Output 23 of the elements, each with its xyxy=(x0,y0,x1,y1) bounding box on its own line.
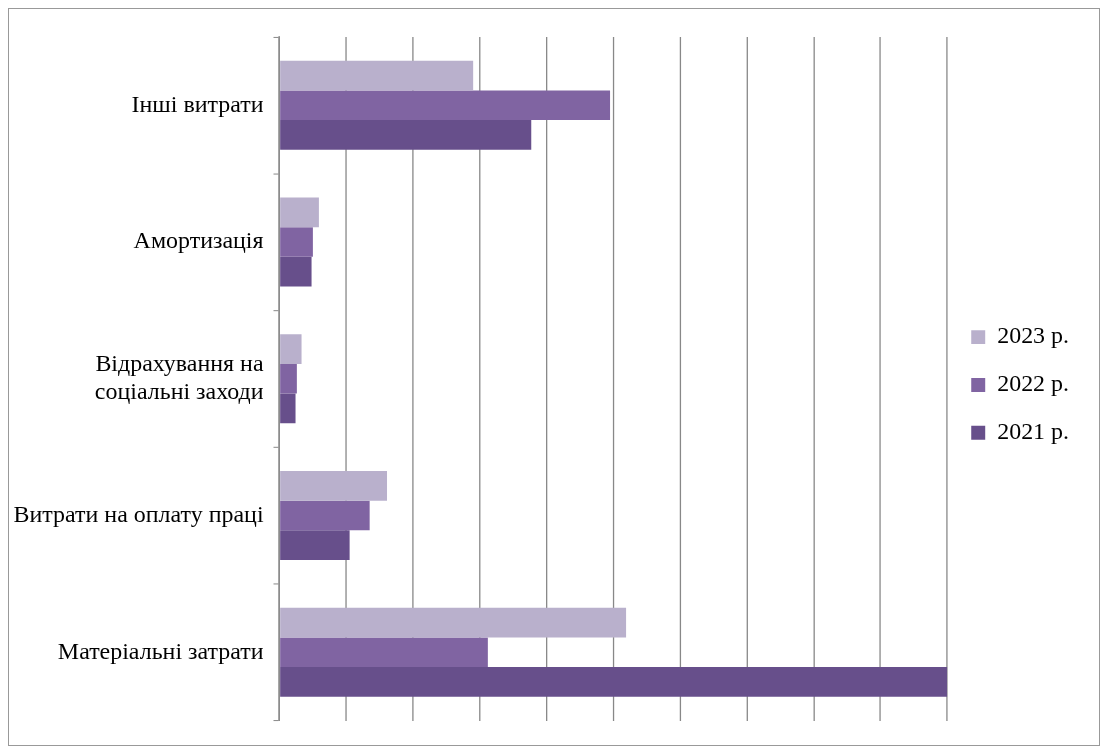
y-tick-label: Матеріальні затрати xyxy=(57,637,264,664)
bar xyxy=(280,90,611,121)
legend-label: 2021 р. xyxy=(997,418,1070,445)
bar xyxy=(280,500,370,531)
bar xyxy=(280,471,388,501)
legend-label: 2023 р. xyxy=(997,322,1070,349)
y-tick-label: Інші витрати xyxy=(131,90,264,117)
bar xyxy=(280,227,313,257)
bar xyxy=(280,120,532,150)
bar xyxy=(280,607,627,638)
bar xyxy=(280,530,350,560)
y-tick-label: Відрахування на соціальні заходи xyxy=(94,349,264,405)
legend-label: 2022 р. xyxy=(997,370,1070,397)
bar xyxy=(280,197,319,228)
bar xyxy=(280,60,474,91)
y-tick-label: Витрати на оплату праці xyxy=(13,500,264,527)
y-tick-label: Амортизація xyxy=(133,227,264,254)
bar xyxy=(280,393,296,424)
bar xyxy=(280,637,488,668)
bar xyxy=(280,256,312,287)
bar xyxy=(280,334,302,364)
bar xyxy=(280,363,297,394)
bar xyxy=(280,667,948,697)
